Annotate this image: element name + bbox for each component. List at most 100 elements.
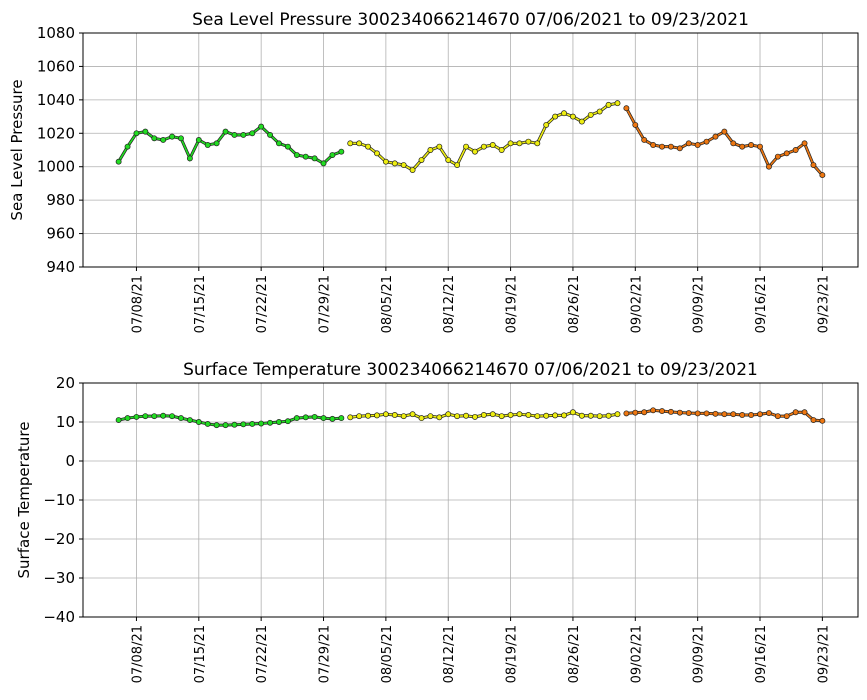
data-point [142,413,149,420]
data-point [472,148,478,155]
data-point [561,110,567,117]
data-point [284,418,291,425]
data-point [569,409,576,416]
data-point [293,415,300,422]
data-point [436,143,443,150]
data-point [195,137,202,143]
data-point [160,412,167,419]
data-point [534,140,541,147]
data-point [365,143,372,150]
data-point [347,414,354,421]
data-point [498,413,505,420]
data-point [587,111,594,118]
data-point [124,143,131,150]
x-tick-label: 07/29/21 [318,625,333,683]
x-tick-label: 07/08/21 [130,625,145,683]
data-point [480,143,487,150]
data-point [258,420,265,427]
data-point [525,412,532,418]
data-point [801,409,808,416]
data-point [391,160,398,167]
data-point [650,142,657,148]
x-tick-label: 08/26/21 [567,275,582,333]
data-point [338,415,345,422]
data-point [400,413,407,420]
data-point [365,412,372,419]
data-point [641,409,648,416]
data-point [765,163,772,170]
x-tick-label: 08/19/21 [505,275,520,333]
x-tick-label: 08/12/21 [442,625,457,683]
data-point [507,140,514,147]
chart-title: Sea Level Pressure 300234066214670 07/06… [192,10,749,30]
data-point [569,113,576,120]
data-point [222,422,229,429]
data-point [178,135,184,142]
x-tick-label: 08/19/21 [505,625,520,683]
data-point [739,412,746,418]
x-tick-label: 09/02/21 [629,275,644,333]
data-point [765,410,772,416]
data-point [382,158,389,165]
x-tick-label: 07/15/21 [193,625,208,683]
data-point [703,410,710,417]
data-point [819,172,826,179]
data-point [676,409,683,416]
data-point [552,113,559,120]
data-point [489,411,496,418]
x-tick-label: 07/22/21 [255,625,270,683]
y-tick-label: 10 [56,413,75,431]
data-point [258,123,265,130]
data-point [169,413,176,420]
data-point [195,419,202,425]
data-point [507,412,514,418]
data-point [276,140,282,147]
data-point [409,411,416,418]
data-point [774,413,781,420]
plot-frame [82,32,859,268]
data-point [472,413,478,420]
data-point [151,135,158,142]
data-point [659,143,665,150]
data-point [694,142,701,148]
data-point [320,415,327,422]
plot-frame [82,382,859,618]
data-point [641,137,648,143]
data-point [427,413,434,420]
x-tick-label: 07/29/21 [318,275,333,333]
data-point [596,108,603,115]
data-point [659,408,665,415]
data-point [374,150,380,157]
data-point [783,150,790,157]
data-point [605,412,612,419]
x-tick-label: 09/09/21 [692,275,707,333]
data-point [133,130,140,137]
y-tick-label: −10 [43,491,75,509]
data-point [694,410,701,417]
data-point [231,132,238,138]
data-point [445,157,452,163]
data-point [685,140,692,147]
data-point [222,128,229,135]
y-axis-label: Surface Temperature [15,422,33,579]
x-tick-label: 09/16/21 [754,275,769,333]
data-point [302,153,309,160]
data-point [748,142,755,148]
y-tick-label: −40 [43,608,75,626]
data-point [463,412,469,419]
data-point [356,413,363,420]
data-point [757,143,763,150]
y-tick-label: 1020 [37,124,75,142]
data-point [685,410,692,416]
chart-title: Surface Temperature 300234066214670 07/0… [183,360,758,380]
data-point [623,105,630,112]
data-point [338,148,345,155]
series-line [625,107,824,177]
data-point [712,133,719,140]
data-point [578,412,585,419]
data-point [525,138,532,145]
data-point [178,415,184,422]
y-tick-label: −20 [43,530,75,548]
data-point [792,147,799,153]
data-point [418,415,425,422]
